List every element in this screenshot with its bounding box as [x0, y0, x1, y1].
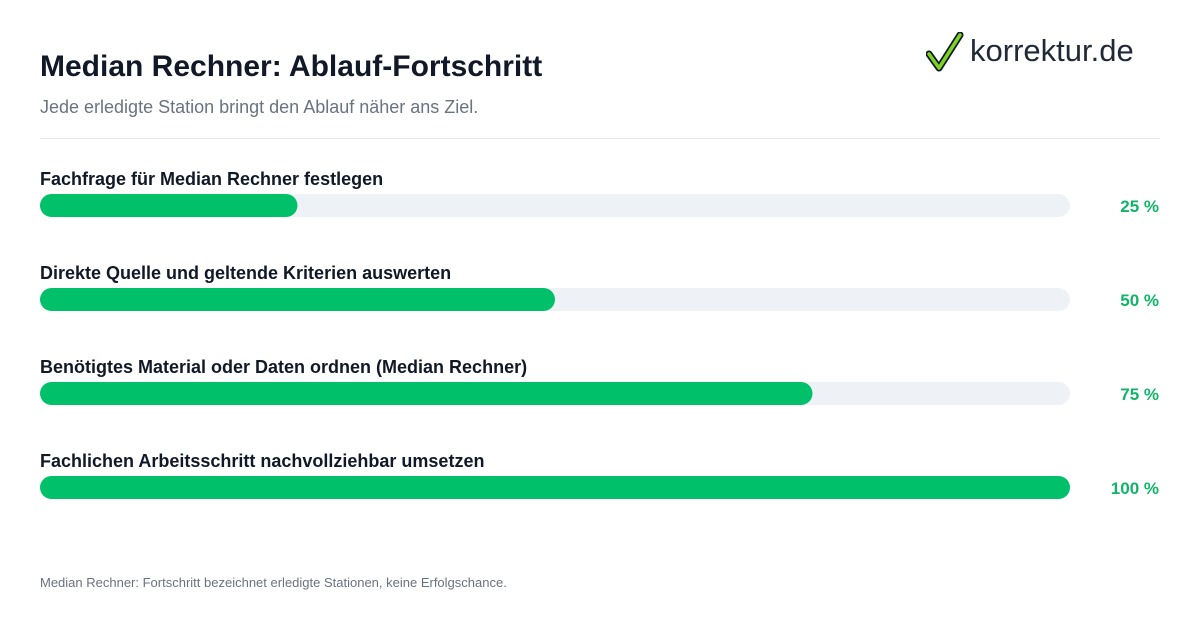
bar-fill — [40, 382, 813, 405]
page-title: Median Rechner: Ablauf-Fortschritt — [40, 50, 543, 83]
bar-label: Fachlichen Arbeitsschritt nachvollziehba… — [40, 451, 484, 471]
bar-label: Direkte Quelle und geltende Kriterien au… — [40, 263, 451, 283]
bar-fill — [40, 194, 298, 217]
logo[interactable]: korrektur.de — [926, 30, 1166, 74]
bar-label: Benötigtes Material oder Daten ordnen (M… — [40, 357, 527, 377]
bar-label: Fachfrage für Median Rechner festlegen — [40, 169, 383, 189]
bar-track — [40, 194, 1070, 217]
logo-text: korrektur.de — [970, 33, 1134, 68]
footnote: Median Rechner: Fortschritt bezeichnet e… — [40, 575, 507, 590]
bar-value-label: 25 % — [1120, 197, 1159, 216]
divider — [40, 138, 1160, 139]
check-icon — [926, 32, 964, 72]
bar-value-label: 100 % — [1111, 479, 1159, 498]
bar-value-label: 75 % — [1120, 385, 1159, 404]
page-subtitle: Jede erledigte Station bringt den Ablauf… — [40, 97, 479, 117]
bar-fill — [40, 288, 555, 311]
bar-fill — [40, 476, 1070, 499]
bar-value-label: 50 % — [1120, 291, 1159, 310]
